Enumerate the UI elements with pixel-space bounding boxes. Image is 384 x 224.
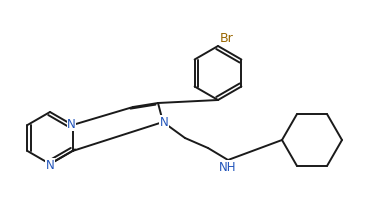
Text: N: N (160, 116, 168, 129)
Text: Br: Br (220, 32, 234, 45)
Text: NH: NH (219, 161, 237, 174)
Text: N: N (67, 118, 76, 131)
Text: N: N (46, 159, 55, 172)
